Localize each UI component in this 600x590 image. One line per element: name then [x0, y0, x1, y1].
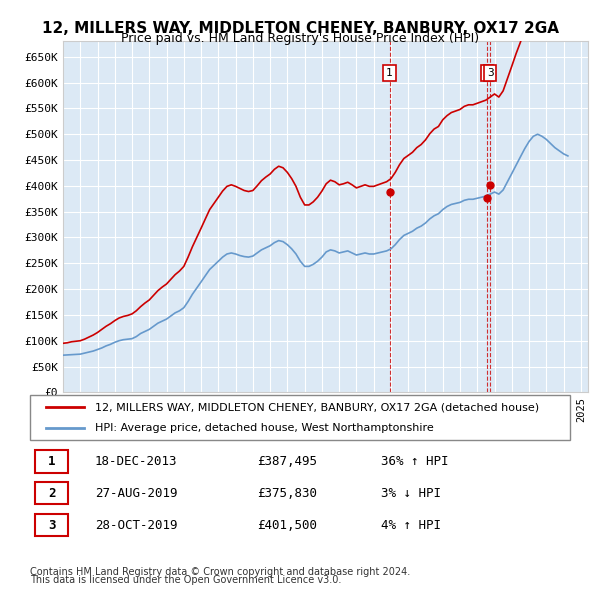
Text: 1: 1 [48, 455, 55, 468]
Text: 2: 2 [484, 68, 491, 78]
Text: 3: 3 [487, 68, 494, 78]
Text: £375,830: £375,830 [257, 487, 317, 500]
FancyBboxPatch shape [30, 395, 570, 440]
Text: Contains HM Land Registry data © Crown copyright and database right 2024.: Contains HM Land Registry data © Crown c… [30, 567, 410, 577]
Text: 1: 1 [386, 68, 393, 78]
Text: Price paid vs. HM Land Registry's House Price Index (HPI): Price paid vs. HM Land Registry's House … [121, 32, 479, 45]
Text: 18-DEC-2013: 18-DEC-2013 [95, 455, 178, 468]
Text: 2: 2 [48, 487, 55, 500]
Text: 12, MILLERS WAY, MIDDLETON CHENEY, BANBURY, OX17 2GA (detached house): 12, MILLERS WAY, MIDDLETON CHENEY, BANBU… [95, 402, 539, 412]
FancyBboxPatch shape [35, 450, 68, 473]
Text: 28-OCT-2019: 28-OCT-2019 [95, 519, 178, 532]
FancyBboxPatch shape [35, 482, 68, 504]
FancyBboxPatch shape [35, 514, 68, 536]
Text: This data is licensed under the Open Government Licence v3.0.: This data is licensed under the Open Gov… [30, 575, 341, 585]
Text: HPI: Average price, detached house, West Northamptonshire: HPI: Average price, detached house, West… [95, 422, 434, 432]
Text: 12, MILLERS WAY, MIDDLETON CHENEY, BANBURY, OX17 2GA: 12, MILLERS WAY, MIDDLETON CHENEY, BANBU… [41, 21, 559, 35]
Text: £387,495: £387,495 [257, 455, 317, 468]
Text: 3: 3 [48, 519, 55, 532]
Text: 3% ↓ HPI: 3% ↓ HPI [381, 487, 441, 500]
Text: 27-AUG-2019: 27-AUG-2019 [95, 487, 178, 500]
Text: £401,500: £401,500 [257, 519, 317, 532]
Text: 36% ↑ HPI: 36% ↑ HPI [381, 455, 449, 468]
Text: 4% ↑ HPI: 4% ↑ HPI [381, 519, 441, 532]
